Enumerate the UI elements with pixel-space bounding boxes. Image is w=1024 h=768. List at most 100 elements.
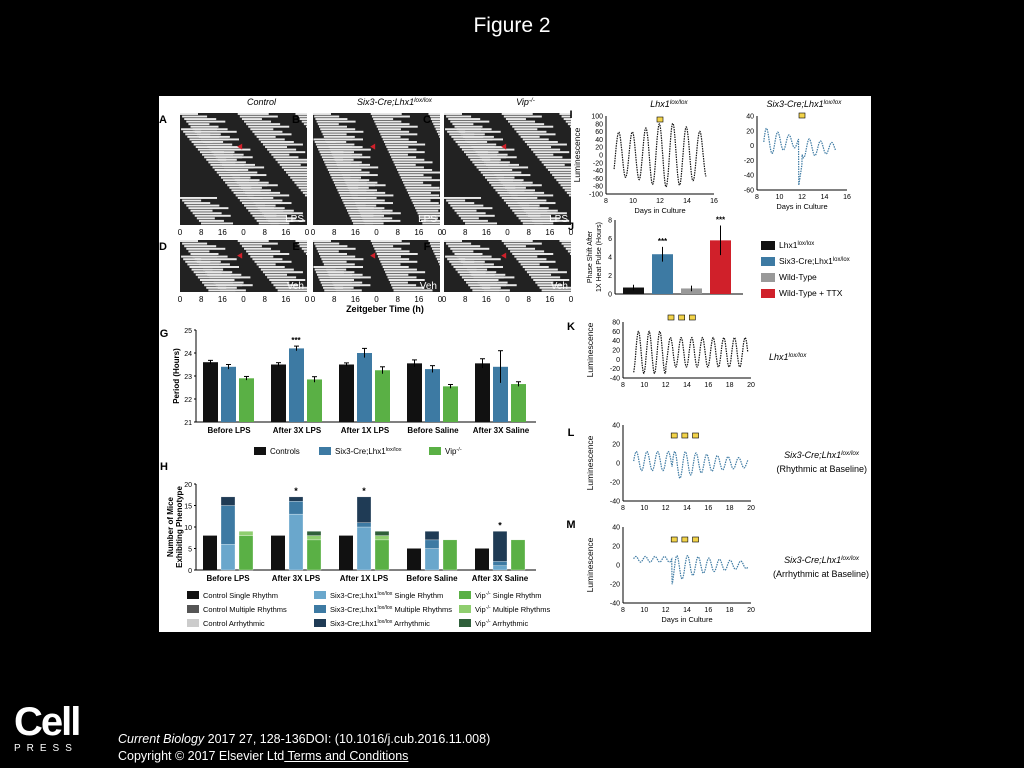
actogram-tag-A: LPS bbox=[285, 214, 304, 225]
actogram-xtick-E: 16 bbox=[351, 295, 360, 304]
H-ytick: 10 bbox=[184, 525, 192, 532]
actogram-xtick-C: 8 bbox=[526, 228, 531, 237]
actogram-row-segment bbox=[258, 222, 279, 225]
H-legend-label: Control Multiple Rhythms bbox=[203, 605, 287, 614]
G-legend-swatch bbox=[429, 447, 441, 455]
actogram-row-segment bbox=[204, 156, 243, 159]
actogram-row-segment bbox=[533, 151, 570, 154]
I1-xtick: 12 bbox=[656, 198, 664, 205]
actogram-row-segment bbox=[315, 271, 344, 274]
K-ytick: 80 bbox=[612, 320, 620, 327]
I2-heat-pulse bbox=[798, 112, 806, 119]
actogram-row-segment bbox=[520, 263, 540, 266]
actogram-row-segment bbox=[569, 253, 571, 255]
actogram-row-segment bbox=[188, 250, 210, 253]
H-legend-label-rest: Multiple Rhythms bbox=[491, 605, 551, 614]
actogram-row-segment bbox=[474, 163, 509, 166]
lps-marker-F bbox=[501, 252, 507, 259]
actogram-row-segment bbox=[277, 161, 307, 164]
I1-xtick: 8 bbox=[604, 198, 608, 205]
H-bar-vip-segment bbox=[374, 535, 390, 541]
actogram-row-segment bbox=[187, 135, 220, 138]
actogram-row-segment bbox=[391, 156, 417, 159]
actogram-row-segment bbox=[545, 166, 571, 169]
slide-title: Figure 2 bbox=[473, 14, 551, 37]
J-ytick: 0 bbox=[608, 292, 612, 299]
J-ytick: 4 bbox=[608, 255, 612, 262]
actogram-row-segment bbox=[436, 258, 440, 261]
actogram-row-segment bbox=[196, 217, 215, 220]
L-ylabel: Luminescence bbox=[585, 435, 595, 490]
lps-marker-D bbox=[237, 252, 243, 259]
actogram-row-segment bbox=[256, 263, 276, 266]
actogram-row-segment bbox=[453, 266, 493, 268]
H-legend-label-sup: -/- bbox=[486, 591, 491, 597]
K-xtick: 20 bbox=[747, 382, 755, 389]
actogram-row-segment bbox=[315, 143, 344, 146]
panel-letter-H: H bbox=[160, 461, 168, 473]
actogram-row-segment bbox=[248, 209, 284, 212]
actogram-row-segment bbox=[535, 281, 554, 284]
actogram-row-segment bbox=[564, 189, 571, 192]
actogram-xtick-D: 16 bbox=[218, 295, 227, 304]
I2-trace bbox=[763, 127, 837, 186]
lps-marker-C bbox=[501, 143, 507, 150]
I1-trace bbox=[613, 122, 707, 188]
actogram-xtick-D: 8 bbox=[199, 295, 204, 304]
actogram-row-segment bbox=[351, 219, 390, 222]
actogram-xtick-E: 0 bbox=[374, 295, 379, 304]
actogram-row-segment bbox=[345, 207, 374, 210]
actogram-row-segment bbox=[260, 141, 294, 143]
actogram-row-segment bbox=[335, 184, 376, 187]
H-legend-swatch bbox=[187, 591, 199, 599]
H-category-label: After 3X LPS bbox=[272, 574, 321, 583]
G-legend-swatch bbox=[319, 447, 331, 455]
I1-ytick: -100 bbox=[589, 192, 603, 199]
actogram-row-segment bbox=[395, 166, 424, 169]
actogram-row-segment bbox=[181, 255, 218, 258]
actogram-row-segment bbox=[518, 260, 556, 263]
I1-ytick: 0 bbox=[599, 153, 603, 160]
actogram-row-segment bbox=[386, 146, 409, 149]
actogram-row-segment bbox=[334, 158, 354, 161]
actogram-row-segment bbox=[227, 184, 268, 187]
actogram-row-segment bbox=[337, 189, 367, 192]
actogram-row-segment bbox=[197, 276, 240, 279]
actogram-row-segment bbox=[184, 245, 217, 248]
actogram-row-segment bbox=[526, 271, 567, 274]
actogram-row-segment bbox=[314, 141, 336, 143]
actogram-row-segment bbox=[333, 181, 367, 184]
G-category-label: Before LPS bbox=[207, 426, 251, 435]
actogram-row-segment bbox=[199, 279, 224, 281]
actogram-row-segment bbox=[315, 245, 348, 248]
actogram-row-segment bbox=[286, 171, 307, 174]
L-ytick: -40 bbox=[610, 499, 620, 506]
actogram-row-segment bbox=[432, 247, 440, 250]
actogram-row-segment bbox=[353, 222, 374, 225]
H-bar-vip-segment bbox=[374, 531, 390, 536]
H-significance: * bbox=[362, 486, 366, 496]
actogram-xtick-E: 0 bbox=[311, 295, 316, 304]
I2-xtick: 10 bbox=[776, 194, 784, 201]
H-bar-control bbox=[203, 535, 217, 570]
actogram-xtick-B: 0 bbox=[374, 228, 379, 237]
G-legend-label: Controls bbox=[270, 447, 300, 456]
actogram-row-segment bbox=[454, 125, 483, 128]
I1-ytick: -60 bbox=[593, 176, 603, 183]
I1-heat-pulse bbox=[656, 116, 664, 123]
H-bar-vip-segment bbox=[238, 535, 254, 571]
M-ytick: 0 bbox=[616, 563, 620, 570]
actogram-row-segment bbox=[563, 245, 571, 248]
M-xtick: 20 bbox=[747, 607, 755, 614]
actogram-row-segment bbox=[194, 130, 237, 133]
actogram-row-segment bbox=[320, 128, 356, 131]
actogram-row-segment bbox=[467, 141, 488, 143]
actogram-row-segment bbox=[343, 176, 361, 179]
terms-link[interactable]: Terms and Conditions bbox=[284, 749, 409, 763]
H-legend-swatch bbox=[459, 605, 471, 613]
actogram-row-segment bbox=[567, 250, 571, 253]
L-xtick: 12 bbox=[662, 505, 670, 512]
actogram-xtick-A: 16 bbox=[281, 228, 290, 237]
actogram-row-segment bbox=[347, 186, 369, 189]
L-xtick: 8 bbox=[621, 505, 625, 512]
